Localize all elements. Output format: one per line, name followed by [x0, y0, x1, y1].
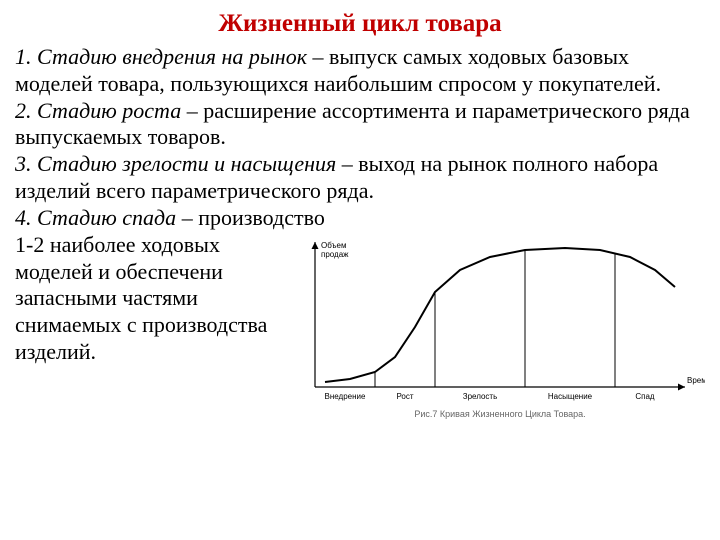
body-text: 1. Стадию внедрения на рынок – выпуск са… [15, 44, 705, 232]
svg-text:Насыщение: Насыщение [548, 392, 593, 401]
page-title: Жизненный цикл товара [15, 10, 705, 38]
lifecycle-chart: Объемпродаж Время Внедрение Рост Зрелость Нас… [275, 232, 705, 432]
svg-text:Внедрение: Внедрение [325, 392, 366, 401]
svg-text:продаж: продаж [321, 250, 349, 259]
stage4-label: 4. Стадию спада [15, 205, 176, 230]
svg-text:Рост: Рост [396, 392, 413, 401]
svg-text:Время: Время [687, 376, 705, 385]
stage2-label: 2. Стадию роста [15, 98, 181, 123]
stage4-rest: – производство [176, 205, 325, 230]
svg-text:Рис.7 Кривая Жизненного Цикла: Рис.7 Кривая Жизненного Цикла Товара. [414, 409, 585, 419]
stage3-label: 3. Стадию зрелости и насыщения [15, 151, 336, 176]
stage1-label: 1. Стадию внедрения на рынок [15, 44, 307, 69]
svg-text:Зрелость: Зрелость [463, 392, 498, 401]
svg-text:Объем: Объем [321, 241, 347, 250]
left-column-text: 1-2 наиболее ходовых моделей и обеспечен… [15, 232, 275, 366]
svg-text:Спад: Спад [635, 392, 655, 401]
